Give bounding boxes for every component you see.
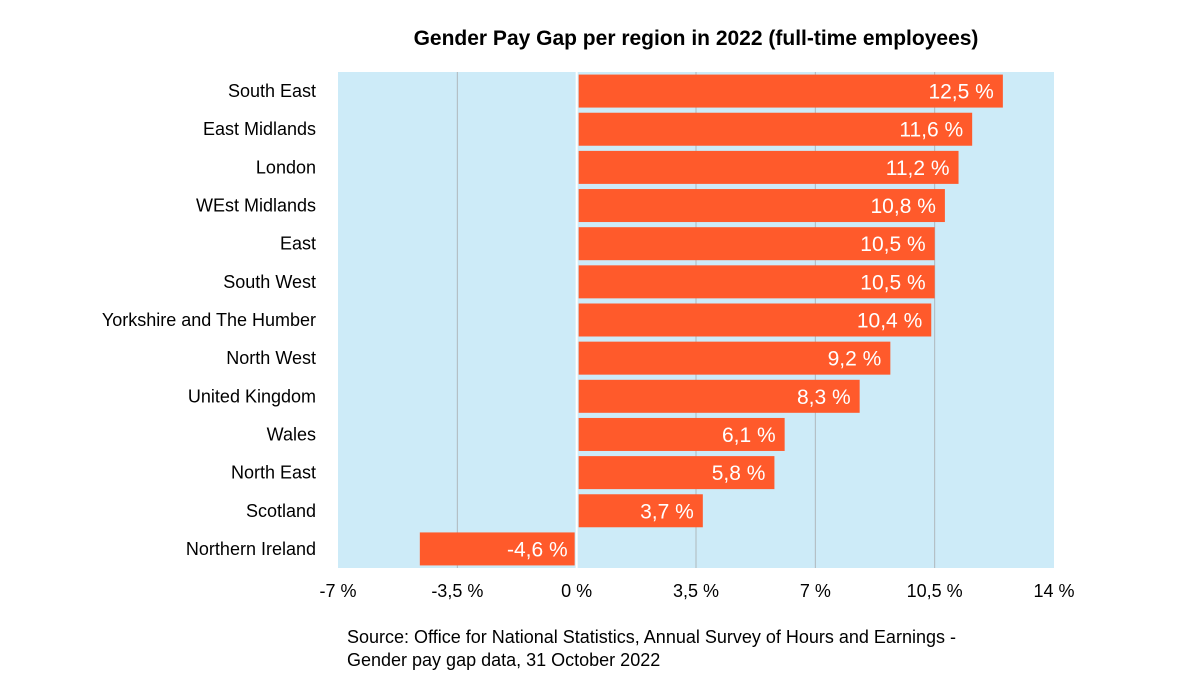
- bar: [578, 341, 891, 375]
- data-label: 3,7 %: [640, 500, 694, 523]
- x-tick-label: 10,5 %: [907, 581, 963, 601]
- bar: [578, 265, 935, 299]
- category-label: Yorkshire and The Humber: [102, 310, 316, 330]
- data-label: 10,5 %: [860, 271, 925, 294]
- category-label: North West: [226, 348, 316, 368]
- bar: [578, 74, 1003, 108]
- category-label: United Kingdom: [188, 386, 316, 406]
- data-label: 8,3 %: [797, 386, 851, 409]
- source-line-1: Source: Office for National Statistics, …: [347, 627, 956, 647]
- data-label: 10,5 %: [860, 233, 925, 256]
- bar: [578, 303, 932, 337]
- category-label: Northern Ireland: [186, 539, 316, 559]
- data-label: 12,5 %: [928, 81, 993, 104]
- bar: [578, 456, 775, 490]
- data-label: 11,2 %: [886, 157, 950, 180]
- category-label: WEst Midlands: [196, 196, 316, 216]
- x-tick-label: 3,5 %: [673, 581, 719, 601]
- bars: 12,5 % 11,6 % 11,2 % 10,8 % 10,5 % 10,5 % 10,4…: [419, 74, 1003, 566]
- category-label: East: [280, 234, 316, 254]
- bar: [578, 150, 959, 184]
- bar: [578, 379, 860, 413]
- data-label: 10,8 %: [871, 195, 936, 218]
- category-label: Wales: [267, 424, 316, 444]
- category-label: South West: [223, 272, 316, 292]
- data-label: 10,4 %: [857, 310, 922, 333]
- data-label: 11,6 %: [899, 119, 963, 142]
- category-labels: South East East Midlands London WEst Midlan…: [102, 81, 316, 559]
- x-tick-label: 0 %: [561, 581, 592, 601]
- chart-title: Gender Pay Gap per region in 2022 (full-…: [414, 27, 979, 50]
- x-tick-label: 14 %: [1033, 581, 1074, 601]
- x-tick-labels: -7 % -3,5 % 0 % 3,5 % 7 % 10,5 % 14 %: [319, 581, 1074, 601]
- data-label: 5,8 %: [712, 462, 766, 485]
- x-tick-label: 7 %: [800, 581, 831, 601]
- bar: [578, 227, 935, 261]
- category-label: North East: [231, 463, 316, 483]
- category-label: South East: [228, 81, 316, 101]
- data-label: 9,2 %: [828, 348, 882, 371]
- category-label: Scotland: [246, 501, 316, 521]
- bar: [578, 112, 973, 146]
- bar: [578, 494, 703, 528]
- data-label: -4,6 %: [507, 538, 568, 561]
- x-tick-label: -7 %: [319, 581, 356, 601]
- source-line-2: Gender pay gap data, 31 October 2022: [347, 650, 660, 670]
- category-label: East Midlands: [203, 119, 316, 139]
- category-label: London: [256, 157, 316, 177]
- bar: [578, 417, 785, 451]
- x-tick-label: -3,5 %: [431, 581, 483, 601]
- bar: [578, 189, 945, 223]
- bar: [419, 532, 575, 566]
- data-label: 6,1 %: [722, 424, 776, 447]
